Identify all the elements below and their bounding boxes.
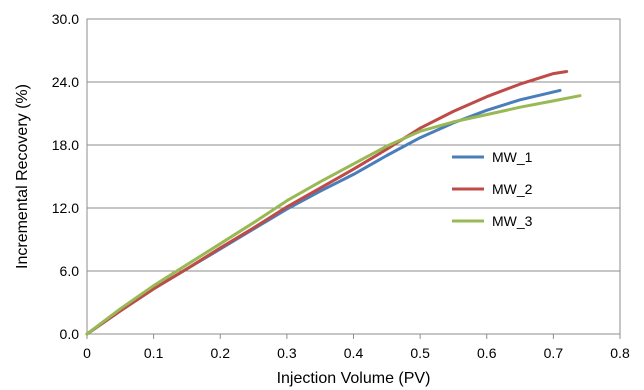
- y-tick-label: 12.0: [52, 200, 79, 216]
- x-tick-label: 0.1: [144, 345, 164, 361]
- y-axis-title: Incremental Recovery (%): [14, 84, 31, 269]
- x-tick-label: 0.3: [277, 345, 297, 361]
- y-tick-label: 6.0: [60, 263, 80, 279]
- x-tick-label: 0.8: [610, 345, 630, 361]
- x-tick-label: 0.5: [410, 345, 430, 361]
- x-tick-label: 0.4: [344, 345, 364, 361]
- y-tick-label: 18.0: [52, 137, 79, 153]
- x-axis-ticks: 0 0.1 0.2 0.3 0.4 0.5 0.6 0.7 0.8: [83, 334, 630, 361]
- series-lines: [85, 70, 582, 336]
- y-axis-ticks: 0.0 6.0 12.0 18.0 24.0 30.0: [52, 11, 79, 342]
- y-tick-label: 24.0: [52, 74, 79, 90]
- gridlines: [87, 18, 620, 335]
- plot-area-border: [86, 18, 621, 335]
- y-tick-label: 30.0: [52, 11, 79, 27]
- x-tick-label: 0.2: [211, 345, 231, 361]
- series-line-mw-1: [85, 88, 562, 336]
- y-tick-label: 0.0: [60, 326, 80, 342]
- x-axis-title: Injection Volume (PV): [277, 370, 431, 387]
- legend-label: MW_2: [492, 181, 533, 197]
- legend: MW_1 MW_2 MW_3: [452, 149, 533, 229]
- series-line-mw-2: [85, 70, 569, 336]
- x-tick-label: 0: [83, 345, 91, 361]
- x-tick-label: 0.7: [544, 345, 564, 361]
- legend-label: MW_3: [492, 213, 533, 229]
- x-tick-label: 0.6: [477, 345, 497, 361]
- series-line-mw-3: [85, 94, 582, 336]
- legend-label: MW_1: [492, 149, 533, 165]
